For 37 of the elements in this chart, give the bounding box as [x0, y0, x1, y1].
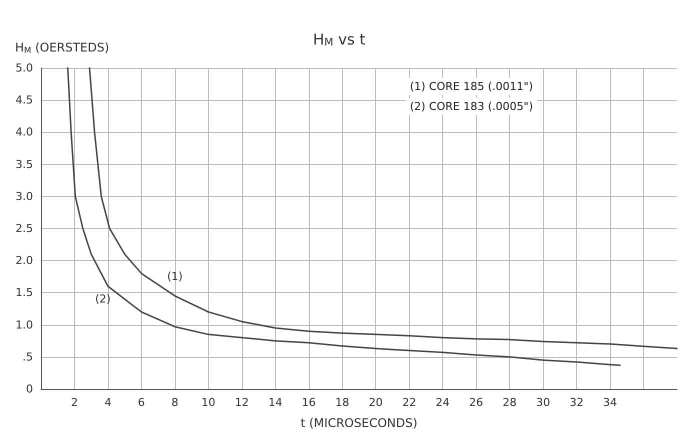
x-tick-label: 10 — [201, 396, 216, 409]
x-tick-label: 4 — [104, 396, 112, 409]
x-tick-label: 30 — [536, 396, 550, 409]
y-tick-label: .5 — [22, 350, 33, 364]
series-label: (1) — [167, 270, 183, 283]
series-label: (2) — [95, 292, 111, 306]
x-tick-label: 34 — [603, 396, 618, 409]
x-tick-label: 14 — [268, 396, 282, 409]
x-tick-label: 18 — [335, 396, 350, 409]
y-tick-label: 1.5 — [16, 286, 33, 300]
y-tick-label: 3.5 — [16, 158, 33, 171]
x-tick-label: 28 — [502, 396, 517, 409]
x-tick-label: 12 — [234, 396, 249, 409]
y-axis-title: HM (OERSTEDS) — [15, 40, 110, 55]
line-series — [67, 67, 621, 366]
y-tick-label: 2.5 — [16, 222, 33, 235]
x-tick-label: 8 — [171, 396, 178, 409]
x-tick-label: 26 — [469, 396, 484, 409]
annotation: (1) CORE 185 (.0011") — [410, 80, 534, 93]
y-tick-label: 5.0 — [16, 62, 33, 74]
chart-title: HM vs t — [313, 30, 366, 48]
y-tick-label: 3.0 — [16, 190, 33, 203]
y-tick-label: 4.0 — [16, 126, 33, 139]
annotation: (2) CORE 183 (.0005") — [410, 100, 534, 113]
y-tick-label: 2.0 — [16, 254, 33, 268]
x-tick-label: 24 — [436, 396, 450, 409]
x-tick-label: 22 — [402, 396, 416, 409]
y-tick-label: 4.5 — [16, 94, 33, 107]
y-tick-label: 0 — [26, 382, 33, 396]
x-axis-title: t (MICROSECONDS) — [300, 416, 418, 430]
y-tick-label: 1.0 — [16, 318, 33, 332]
x-tick-label: 16 — [302, 396, 316, 409]
line-series — [88, 67, 678, 350]
x-tick-label: 6 — [138, 396, 145, 409]
x-tick-label: 20 — [368, 396, 383, 409]
x-tick-label: 2 — [70, 396, 78, 409]
x-tick-label: 32 — [570, 396, 584, 409]
